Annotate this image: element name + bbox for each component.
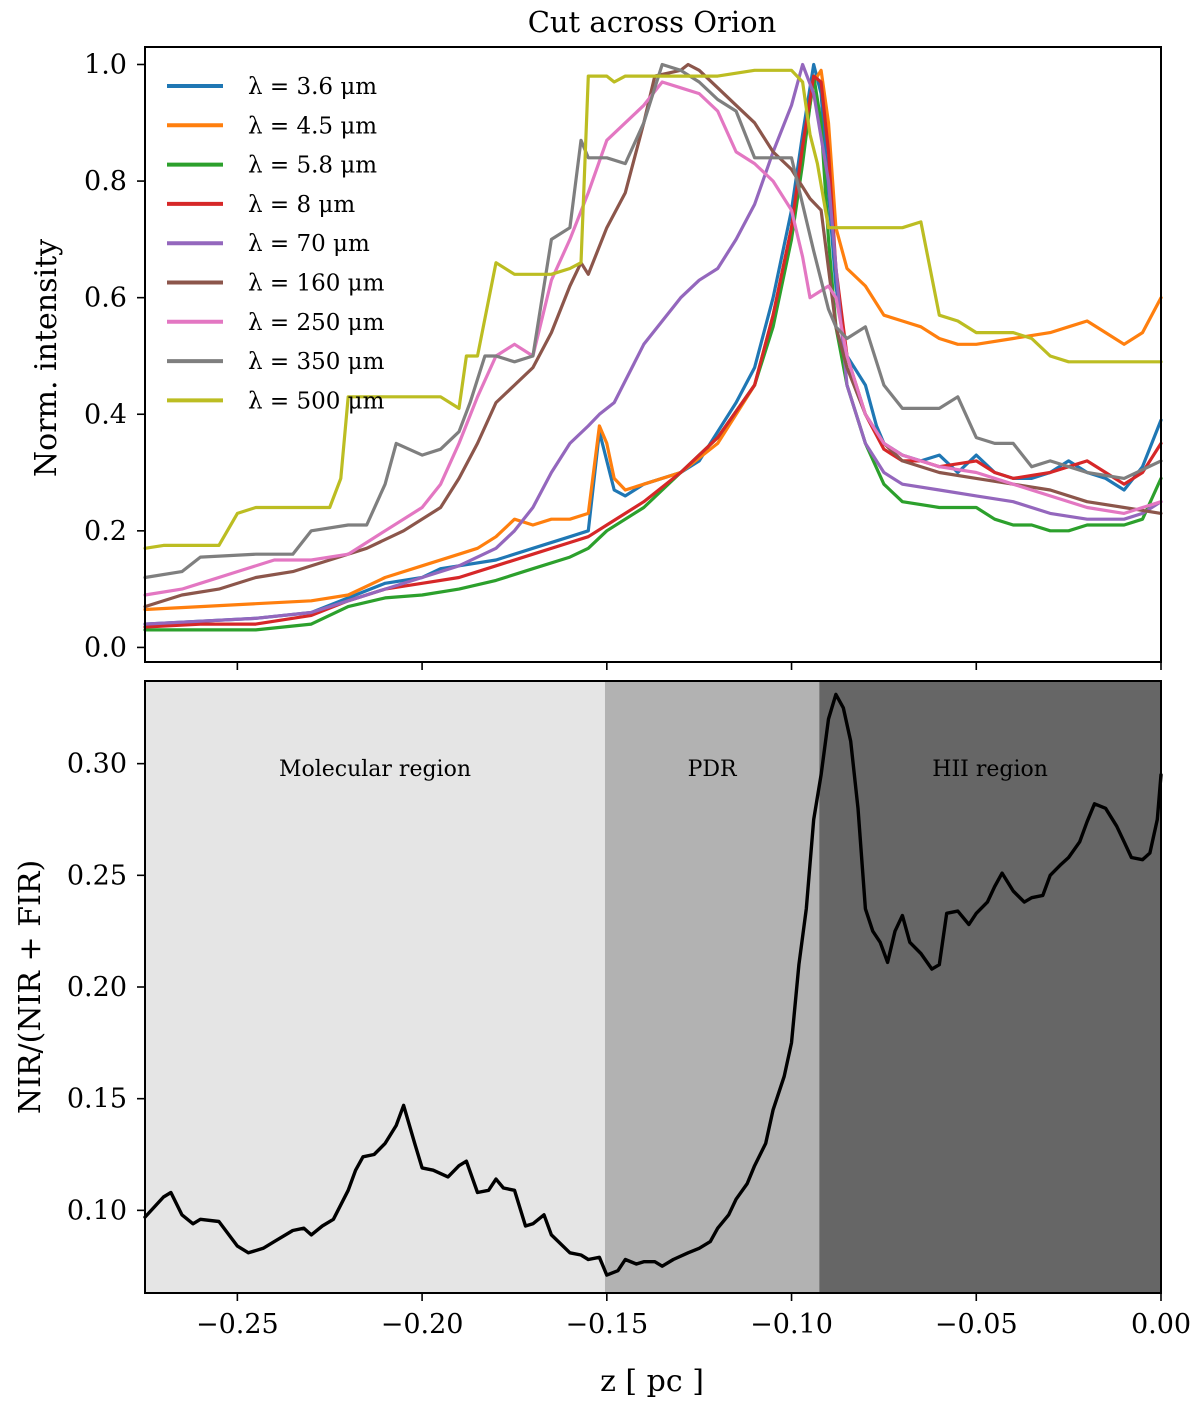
x-tick-label: −0.10 [750, 1309, 833, 1340]
series-line-3-6-m [143, 62, 1163, 626]
intensity-series-lines [143, 62, 1163, 632]
intensity-legend: λ = 3.6 μm λ = 4.5 μm λ = 5.8 μm λ = 8 μm λ … [167, 74, 385, 414]
region-band-molecular-region [145, 681, 605, 1293]
series-line-500-m [143, 68, 1163, 550]
region-bands: Molecular region PDR HII region [145, 681, 1161, 1293]
y-tick-label: 0.15 [67, 1084, 127, 1115]
series-line-350-m [143, 62, 1163, 580]
intensity-y-axis-label: Norm. intensity [29, 239, 64, 477]
legend-entry-160-m: λ = 160 μm [248, 271, 385, 297]
series-line-ratio [143, 692, 1163, 1277]
y-tick-label: 0.20 [67, 972, 127, 1003]
x-tick-label: −0.15 [565, 1309, 648, 1340]
intensity-panel: 0.0 0.2 0.4 0.6 0.8 1.0 Norm. intensity λ = 3… [29, 46, 1163, 670]
x-tick-label: −0.25 [196, 1309, 279, 1340]
ratio-x-axis-label: z [ pc ] [600, 1364, 704, 1399]
y-tick-label: 0.0 [84, 632, 127, 663]
region-label-pdr: PDR [688, 757, 738, 782]
legend-entry-250-m: λ = 250 μm [248, 310, 385, 336]
ratio-series-line [143, 692, 1163, 1277]
intensity-plot-frame [144, 46, 1162, 663]
legend-entry-5-8-m: λ = 5.8 μm [248, 153, 377, 179]
ratio-panel: Molecular region PDR HII region −0.25 −0.20… [13, 680, 1191, 1399]
legend-entry-70-m: λ = 70 μm [248, 231, 370, 257]
x-tick-label: −0.05 [935, 1309, 1018, 1340]
y-tick-label: 0.6 [84, 283, 127, 314]
legend-entry-500-m: λ = 500 μm [248, 388, 385, 414]
region-band-pdr [604, 681, 820, 1293]
y-tick-label: 0.10 [67, 1195, 127, 1226]
legend-entry-8-m: λ = 8 μm [248, 192, 355, 218]
y-tick-label: 0.30 [67, 749, 127, 780]
figure-title: Cut across Orion [528, 5, 777, 39]
y-tick-label: 0.4 [84, 399, 127, 430]
y-tick-label: 1.0 [84, 49, 127, 80]
series-line-4-5-m [143, 68, 1163, 612]
legend-entry-4-5-m: λ = 4.5 μm [248, 113, 377, 139]
series-line-70-m [143, 62, 1163, 626]
y-tick-label: 0.25 [67, 860, 127, 891]
ratio-axes: −0.25 −0.20 −0.15 −0.10 −0.05 0.00 0.10 0.15 0.2… [67, 749, 1191, 1340]
ratio-y-axis-label: NIR/(NIR + FIR) [13, 860, 48, 1114]
region-label-molecular-region: Molecular region [279, 757, 471, 782]
y-tick-label: 0.2 [84, 516, 127, 547]
x-tick-label: 0.00 [1131, 1309, 1191, 1340]
legend-entry-350-m: λ = 350 μm [248, 349, 385, 375]
x-tick-label: −0.20 [381, 1309, 464, 1340]
intensity-axes: 0.0 0.2 0.4 0.6 0.8 1.0 [84, 49, 1162, 670]
region-label-hii-region: HII region [932, 757, 1048, 782]
legend-entry-3-6-m: λ = 3.6 μm [248, 74, 377, 100]
y-tick-label: 0.8 [84, 166, 127, 197]
series-line-250-m [143, 80, 1163, 597]
region-band-hii-region [819, 681, 1161, 1293]
